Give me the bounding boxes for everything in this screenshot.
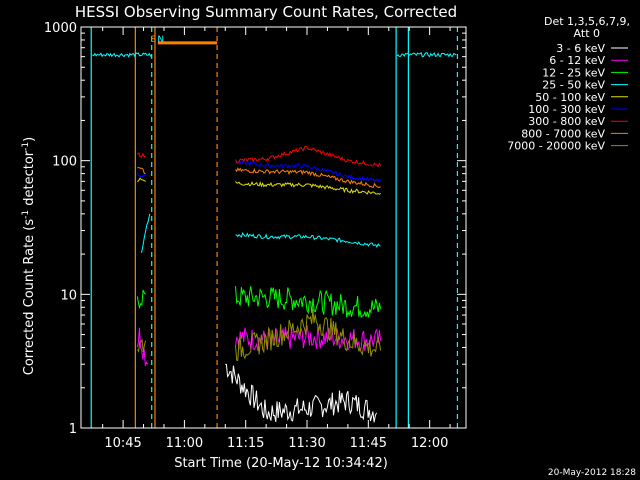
series-line bbox=[235, 167, 381, 188]
y-axis-label: Corrected Count Rate (s-1 detector-1) bbox=[21, 137, 37, 375]
series-line bbox=[225, 363, 377, 423]
series-line bbox=[235, 325, 382, 352]
series-5 bbox=[136, 159, 382, 183]
y-tick-label: 1 bbox=[69, 422, 77, 437]
y-tick-label: 100 bbox=[52, 155, 77, 170]
axes-box bbox=[80, 26, 467, 429]
series-line bbox=[235, 145, 382, 168]
x-tick-label: 10:45 bbox=[104, 436, 141, 451]
series-3 bbox=[92, 51, 457, 253]
series-line bbox=[136, 327, 149, 366]
legend-entry: 3 - 6 keV bbox=[556, 42, 605, 55]
x-tick-label: 11:30 bbox=[288, 436, 325, 451]
series-line bbox=[235, 309, 382, 361]
series-6 bbox=[137, 145, 382, 168]
series-line bbox=[235, 232, 381, 249]
series-2 bbox=[136, 286, 382, 319]
plot-frame bbox=[80, 26, 467, 429]
legend-entry: 7000 - 20000 keV bbox=[507, 140, 605, 153]
series-line bbox=[141, 213, 151, 253]
flag-label: N bbox=[157, 35, 164, 45]
footer-date: 20-May-2012 18:28 bbox=[548, 468, 636, 478]
series-layer bbox=[92, 51, 457, 423]
series-line bbox=[137, 166, 146, 175]
x-tick-label: 11:00 bbox=[166, 436, 203, 451]
legend-entry: 6 - 12 keV bbox=[549, 54, 605, 67]
series-line bbox=[137, 152, 146, 158]
legend-entry: 100 - 300 keV bbox=[528, 103, 605, 116]
series-line bbox=[136, 172, 147, 178]
legend-entry: 12 - 25 keV bbox=[542, 66, 605, 79]
x-tick-label: 11:45 bbox=[350, 436, 387, 451]
legend-entry: 50 - 100 keV bbox=[535, 91, 605, 104]
series-line bbox=[137, 177, 146, 183]
x-axis: 10:45 11:00 11:15 11:30 11:45 12:00 bbox=[102, 27, 451, 451]
series-line bbox=[396, 51, 457, 58]
series-7 bbox=[137, 166, 381, 188]
series-line bbox=[235, 159, 382, 183]
y-tick-label: 1000 bbox=[44, 21, 77, 36]
series-1 bbox=[136, 325, 382, 366]
flag-label: S bbox=[150, 35, 156, 45]
series-line bbox=[136, 289, 146, 310]
series-8 bbox=[136, 309, 382, 361]
legend-entry: 25 - 50 keV bbox=[542, 79, 605, 92]
series-4 bbox=[137, 177, 381, 195]
legend-entry: 800 - 7000 keV bbox=[521, 127, 605, 140]
series-line bbox=[235, 181, 381, 195]
y-tick-label: 10 bbox=[60, 288, 77, 303]
x-axis-label: Start Time (20-May-12 10:34:42) bbox=[174, 456, 388, 471]
legend-header-2: Att 0 bbox=[574, 27, 600, 40]
y-axis: 1 10 100 1000 bbox=[44, 21, 466, 437]
legend-header-1: Det 1,3,5,6,7,9, bbox=[544, 15, 630, 28]
x-tick-label: 11:15 bbox=[227, 436, 264, 451]
x-tick-label: 12:00 bbox=[411, 436, 448, 451]
series-0 bbox=[225, 363, 377, 423]
legend-entry: 300 - 800 keV bbox=[528, 115, 605, 128]
series-line bbox=[92, 52, 153, 58]
chart-title: HESSI Observing Summary Count Rates, Cor… bbox=[75, 3, 457, 21]
series-line bbox=[235, 286, 382, 319]
series-line bbox=[136, 338, 147, 353]
